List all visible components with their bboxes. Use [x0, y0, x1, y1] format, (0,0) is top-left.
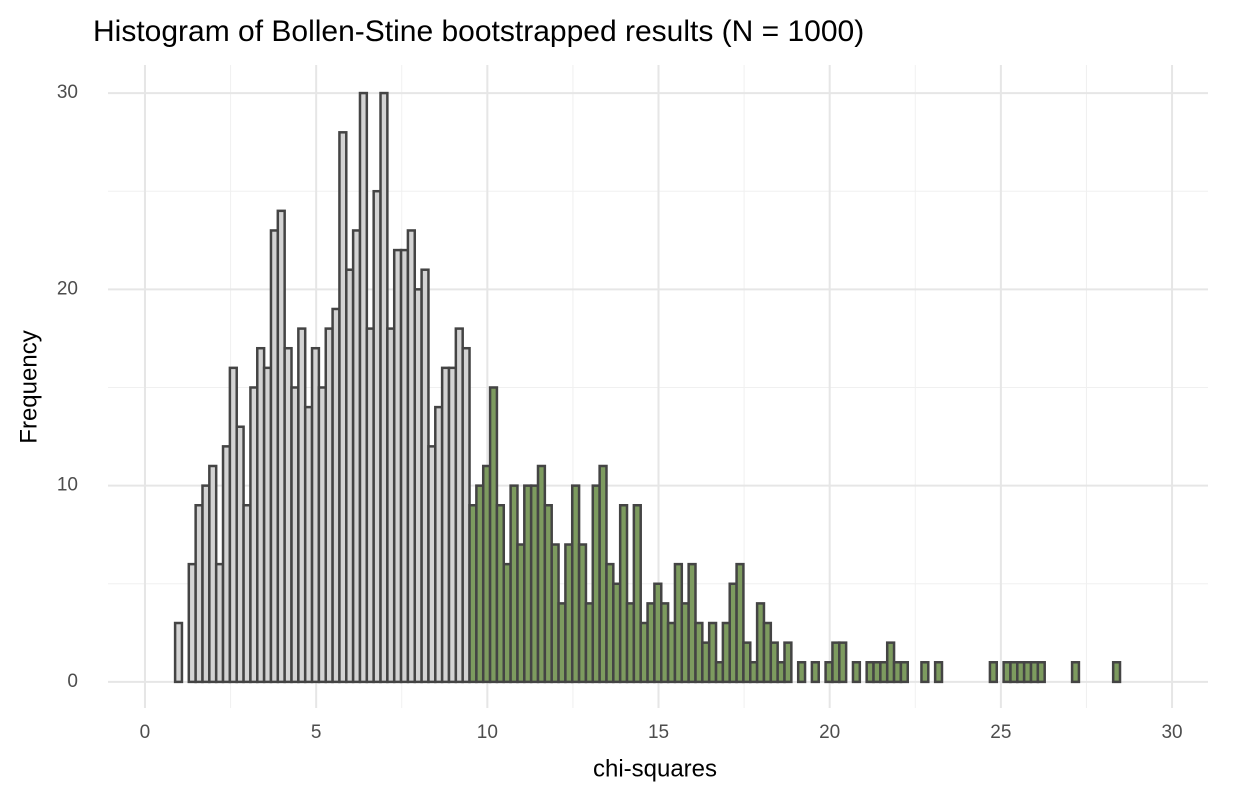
- bar: [796, 661, 807, 684]
- x-tick-label: 15: [648, 722, 669, 743]
- bar: [933, 661, 944, 684]
- bar: [707, 621, 718, 684]
- x-tick-label: 25: [990, 722, 1011, 743]
- bar: [920, 661, 930, 684]
- bar: [988, 661, 999, 684]
- bar: [1036, 661, 1046, 684]
- bar: [783, 641, 793, 684]
- bar: [1070, 661, 1081, 684]
- x-tick-label: 0: [140, 722, 151, 743]
- y-tick-label: 10: [57, 475, 78, 496]
- x-tick-label: 20: [819, 722, 840, 743]
- bar: [1111, 661, 1122, 684]
- bar: [173, 621, 184, 684]
- y-axis-label: Frequency: [15, 330, 42, 443]
- x-tick-label: 5: [311, 722, 322, 743]
- x-tick-label: 10: [477, 722, 498, 743]
- bar: [851, 661, 862, 684]
- chart-title: Histogram of Bollen-Stine bootstrapped r…: [93, 15, 864, 48]
- y-tick-label: 20: [57, 278, 78, 299]
- bar: [838, 641, 848, 684]
- bar: [735, 562, 745, 684]
- x-axis-label: chi-squares: [593, 755, 717, 782]
- bar: [632, 503, 642, 684]
- y-tick-label: 30: [57, 82, 78, 103]
- bar: [618, 503, 629, 684]
- x-tick-label: 30: [1161, 722, 1182, 743]
- bar: [810, 661, 820, 684]
- bar: [899, 661, 910, 684]
- y-tick-label: 0: [67, 671, 78, 692]
